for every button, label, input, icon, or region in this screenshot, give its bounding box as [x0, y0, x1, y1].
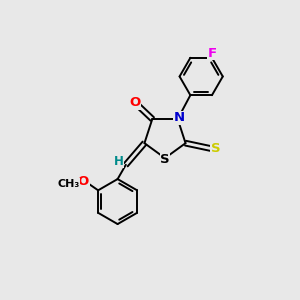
Text: H: H — [113, 155, 123, 168]
Text: S: S — [160, 153, 170, 166]
Text: CH₃: CH₃ — [57, 179, 80, 189]
Text: S: S — [211, 142, 220, 155]
Text: O: O — [130, 96, 141, 109]
Text: O: O — [78, 175, 89, 188]
Text: F: F — [207, 47, 217, 60]
Text: N: N — [173, 111, 184, 124]
